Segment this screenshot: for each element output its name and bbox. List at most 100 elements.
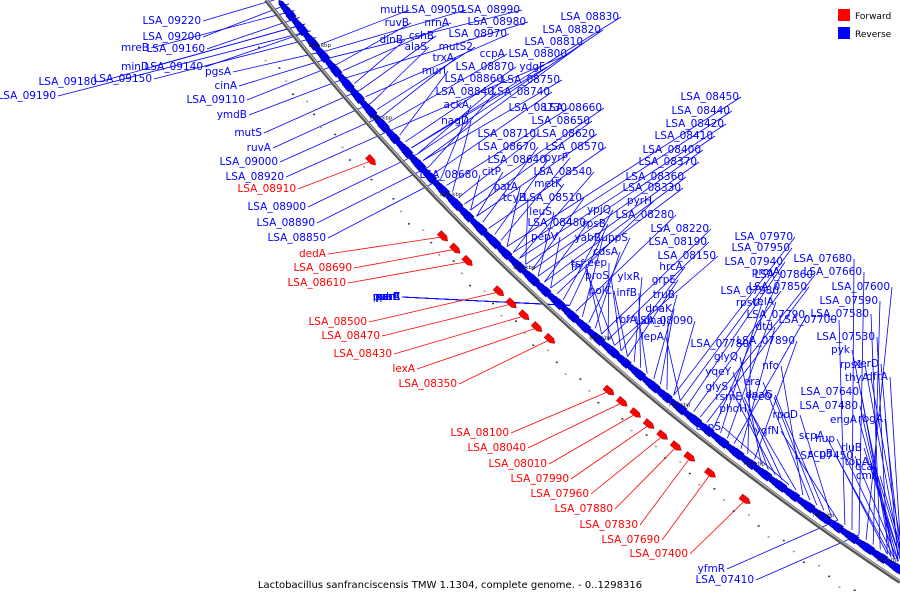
reverse-gene-label: LSA_07780: [690, 338, 749, 350]
genome-backbone-arc: [264, 0, 900, 584]
reverse-gene-connector: [879, 475, 900, 546]
forward-gene-mark: [642, 418, 655, 429]
reverse-gene-label: LSA_07450: [794, 450, 853, 462]
reverse-gene-connector: [519, 123, 727, 259]
reverse-gene-label: yqeY: [705, 366, 731, 378]
feature-dot: [452, 260, 455, 262]
reverse-gene-label: trxA: [432, 52, 454, 64]
forward-gene-mark: [365, 153, 376, 166]
reverse-gene-label: yfmR: [698, 563, 725, 575]
reverse-gene-label: msrA: [373, 291, 401, 303]
reverse-gene-label: pyrP: [544, 152, 568, 164]
feature-dot: [460, 272, 463, 275]
reverse-gene-label: ppaC: [373, 291, 400, 303]
reverse-gene-connector: [359, 35, 437, 91]
forward-gene-connector: [458, 338, 551, 385]
feature-dot: [483, 290, 486, 293]
forward-gene-connector: [661, 473, 712, 541]
reverse-gene-label: ccpA: [480, 48, 506, 60]
feature-dot: [630, 429, 633, 432]
reverse-gene-connector: [607, 262, 610, 340]
reverse-gene-connector: [388, 53, 508, 123]
reverse-gene-label: LSA_08840: [435, 86, 494, 98]
reverse-gene-label: eep: [587, 257, 607, 269]
reverse-gene-label: LSA_08900: [247, 201, 306, 213]
reverse-gene-label: glyS: [706, 381, 729, 393]
reverse-gene-connector: [411, 66, 548, 149]
reverse-gene-connector: [393, 53, 570, 130]
reverse-gene-connector: [774, 394, 825, 511]
reverse-gene-label: topA: [845, 456, 870, 468]
reverse-gene-connector: [399, 70, 449, 136]
reverse-gene-connector: [544, 222, 589, 283]
forward-gene-mark: [449, 242, 461, 254]
forward-gene-mark: [436, 230, 448, 242]
reverse-gene-label: pepV: [531, 231, 559, 243]
reverse-gene-connector: [550, 187, 684, 289]
kbp-tick-label: 740 kbp: [812, 513, 835, 519]
reverse-gene-label: LSA_07950: [731, 242, 790, 254]
reverse-gene-label: dinB: [380, 34, 403, 46]
kbp-tick-label: 800 kbp: [589, 335, 612, 341]
forward-gene-mark: [492, 285, 504, 297]
reverse-gene-label: LSA_08190: [648, 236, 707, 248]
reverse-gene-label: LSA_08830: [560, 11, 619, 23]
feature-dot: [306, 100, 308, 103]
reverse-gene-connector: [659, 308, 675, 385]
reverse-gene-label: LSA_07700: [778, 314, 837, 326]
reverse-gene-connector: [594, 251, 621, 329]
reverse-gene-connector: [337, 22, 412, 65]
reverse-gene-label: LSA_07970: [734, 231, 793, 243]
forward-gene-connector: [353, 248, 456, 269]
reverse-gene-label: mutS: [234, 127, 262, 139]
reverse-gene-label: LSA_08980: [467, 16, 526, 28]
kbp-tick-label: 860 kbp: [370, 116, 393, 122]
reverse-gene-label: aspS: [696, 421, 722, 433]
forward-gene-label: LSA_07960: [530, 488, 589, 500]
feature-dot: [422, 229, 425, 231]
reverse-gene-connector: [307, 153, 418, 208]
reverse-gene-connector: [327, 178, 441, 239]
reverse-gene-connector: [537, 161, 700, 277]
reverse-gene-label: dtd: [756, 321, 773, 333]
reverse-gene-connector: [153, 37, 317, 80]
reverse-gene-label: hup: [815, 433, 835, 445]
feature-dot: [370, 178, 373, 181]
reverse-gene-label: mreB: [121, 42, 149, 54]
reverse-gene-connector: [482, 146, 539, 223]
reverse-gene-label: LSA_08870: [455, 61, 514, 73]
reverse-gene-connector: [733, 314, 808, 444]
reverse-gene-label: cmk: [856, 470, 879, 482]
reverse-gene-connector: [720, 302, 763, 434]
reverse-gene-label: LSA_07860: [754, 269, 813, 281]
reverse-gene-connector: [686, 261, 786, 407]
forward-gene-connector: [416, 327, 538, 370]
feature-dot: [285, 80, 288, 82]
reverse-gene-label: LSA_07600: [831, 281, 890, 293]
reverse-gene-connector: [860, 391, 892, 557]
feature-dot: [547, 349, 549, 352]
forward-gene-connector: [639, 457, 691, 526]
reverse-gene-connector: [638, 292, 642, 368]
reverse-gene-connector: [458, 133, 539, 199]
legend-forward-label: Forward: [855, 12, 891, 22]
reverse-gene-connector: [633, 276, 643, 363]
forward-gene-mark: [602, 384, 615, 396]
forward-gene-label: LSA_08010: [488, 458, 547, 470]
reverse-gene-connector: [470, 120, 593, 211]
kbp-tick-label: 720 kbp: [876, 557, 899, 563]
reverse-gene-connector: [365, 33, 510, 97]
reverse-gene-label: LSA_09180: [38, 76, 97, 88]
legend: Forward Reverse: [838, 9, 892, 40]
reverse-gene-connector: [506, 96, 742, 247]
feature-dot: [732, 510, 735, 512]
reverse-gene-connector: [693, 290, 782, 412]
reverse-gene-label: era: [744, 376, 761, 388]
forward-gene-connector: [327, 236, 444, 255]
reverse-gene-label: rpoD: [773, 409, 799, 421]
forward-gene-connector: [548, 413, 637, 465]
forward-gene-connector: [297, 160, 372, 190]
reverse-gene-label: dnaK: [645, 303, 673, 315]
reverse-gene-label: scpA: [799, 430, 825, 442]
